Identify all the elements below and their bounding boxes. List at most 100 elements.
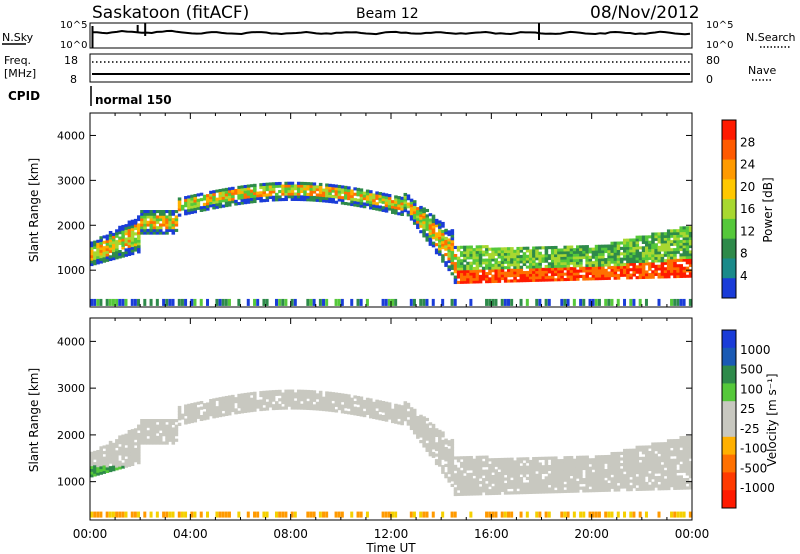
power-cell [572,258,577,262]
velocity-cell [215,397,219,401]
velocity-cell [685,444,690,448]
velocity-cell [560,473,564,477]
power-colorbar-tick: 16 [740,202,755,216]
velocity-cell [663,458,668,463]
velocity-cell [513,460,517,464]
velocity-cell [478,461,483,465]
power-cell [575,245,580,249]
power-cell [575,248,580,252]
velocity-cell [532,465,536,469]
power-cell [679,242,683,246]
power-cell [528,276,533,280]
velocity-cell [469,486,473,491]
power-cell [469,267,473,271]
power-cell [651,232,655,236]
power-cell [503,260,508,264]
velocity-cell [328,408,332,412]
velocity-cell [591,472,596,476]
power-cell [240,193,245,197]
velocity-cell [111,445,116,449]
velocity-cell [670,450,674,454]
velocity-cell [193,419,198,423]
power-cell [554,256,558,260]
power-cell [419,298,423,306]
velocity-cell [434,453,439,457]
velocity-cell [381,511,385,518]
velocity-cell [607,482,611,487]
power-cell [513,271,517,275]
power-cell [601,250,605,254]
velocity-cell [130,459,135,464]
velocity-cell [613,479,618,484]
power-cell [597,268,602,273]
velocity-cell [180,511,184,518]
velocity-cell [343,410,348,414]
power-cell [105,253,110,257]
velocity-cell [190,408,194,412]
power-cell [503,266,508,270]
power-cell [453,262,458,266]
velocity-cell [575,475,580,479]
velocity-cell [660,464,665,468]
velocity-cell [378,408,382,412]
power-cell [623,273,627,277]
power-cell [441,224,445,228]
power-cell [604,258,608,262]
power-cell [651,251,655,255]
power-cell [450,266,455,270]
power-cell [676,272,680,276]
power-cell [475,269,480,273]
power-cell [259,199,263,203]
velocity-cell [419,414,423,418]
velocity-cell [569,486,574,491]
power-cell [516,265,520,269]
velocity-cell [503,471,508,476]
power-cell [281,198,285,202]
velocity-cell [206,408,210,412]
velocity-cell [391,408,395,412]
velocity-cell [670,467,674,471]
power-cell [641,251,646,255]
velocity-cell [472,481,477,485]
power-cell [676,266,680,270]
velocity-cell [165,424,169,428]
power-cell [347,197,351,201]
velocity-cell [494,477,499,481]
velocity-cell [635,482,640,486]
velocity-cell [438,452,442,456]
velocity-cell [99,451,103,456]
power-cell [607,276,611,280]
velocity-cell [575,458,580,462]
power-cell [685,245,690,249]
velocity-cell [666,447,671,451]
power-cell [497,255,502,259]
velocity-cell [268,393,273,397]
velocity-cell [378,417,382,421]
velocity-cell [121,445,125,449]
power-cell [162,231,166,235]
power-cell [403,201,408,205]
power-cell [472,272,477,276]
power-cell [143,218,147,222]
power-cell [510,263,514,267]
velocity-cell [679,441,683,445]
velocity-cell [290,389,295,393]
power-cell [196,193,201,197]
velocity-cell [463,467,467,471]
power-cell [544,267,549,271]
velocity-cell [475,472,480,476]
velocity-colorbar-tick: 25 [740,402,755,416]
velocity-cell [118,435,122,439]
power-cell [90,246,94,250]
velocity-cell [547,490,552,494]
power-cell [108,257,113,262]
power-cell [111,246,116,250]
velocity-cell [306,511,310,518]
freq-tick-top: 18 [64,54,78,67]
power-cell [632,270,636,274]
power-cell [234,199,238,203]
velocity-cell [657,447,662,452]
velocity-cell [428,427,433,432]
velocity-cell [632,476,636,480]
power-cell [315,198,320,202]
